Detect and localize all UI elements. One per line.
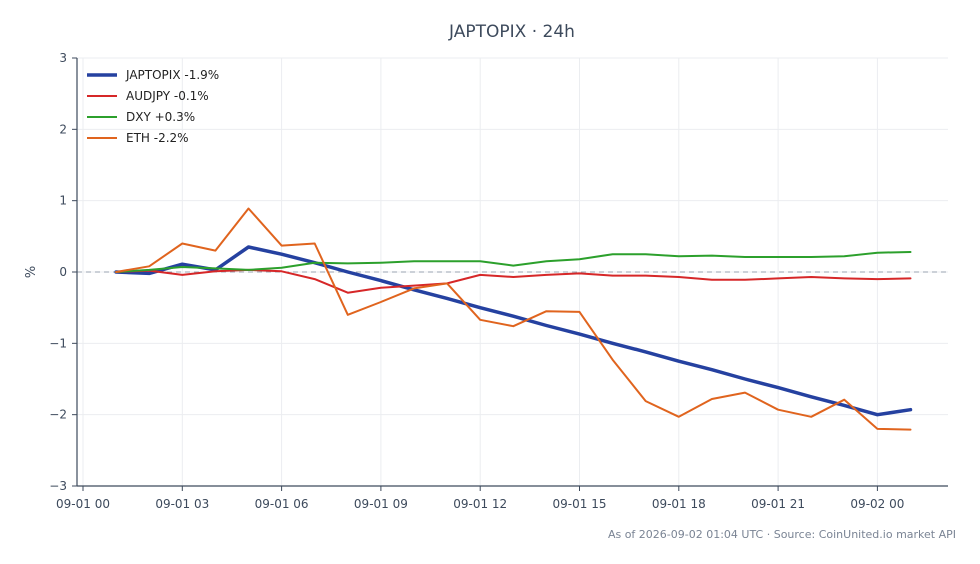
- y-tick-label: 3: [59, 51, 67, 65]
- y-ticks: 3 2 1 0 −1 −2 −3: [49, 51, 77, 493]
- y-tick-label: −2: [49, 408, 67, 422]
- x-tick-label: 09-01 03: [155, 497, 209, 511]
- y-axis-label: %: [24, 266, 39, 278]
- legend: JAPTOPIX -1.9% AUDJPY -0.1% DXY +0.3% ETH -…: [87, 68, 219, 145]
- legend-label: ETH -2.2%: [126, 131, 189, 145]
- grid: [77, 57, 948, 487]
- x-tick-label: 09-01 09: [354, 497, 408, 511]
- legend-label: AUDJPY -0.1%: [126, 89, 209, 103]
- footer-note: As of 2026-09-02 01:04 UTC · Source: Coi…: [608, 528, 956, 541]
- y-tick-label: 1: [59, 194, 67, 208]
- chart-title: JAPTOPIX · 24h: [448, 22, 575, 42]
- y-tick-label: 0: [59, 265, 67, 279]
- legend-label: JAPTOPIX -1.9%: [125, 68, 219, 82]
- legend-label: DXY +0.3%: [126, 110, 195, 124]
- x-tick-label: 09-01 21: [751, 497, 805, 511]
- y-tick-label: −1: [49, 336, 67, 350]
- series-line-3: [115, 207, 912, 431]
- x-tick-label: 09-01 12: [453, 497, 507, 511]
- y-tick-label: −3: [49, 479, 67, 493]
- series-line-1: [115, 268, 912, 294]
- x-tick-label: 09-01 15: [553, 497, 607, 511]
- x-ticks: 09-01 00 09-01 03 09-01 06 09-01 09 09-01 12…: [56, 486, 904, 511]
- y-tick-label: 2: [59, 122, 67, 136]
- series-line-2: [115, 251, 912, 273]
- x-tick-label: 09-01 18: [652, 497, 706, 511]
- series-line-0: [114, 245, 913, 417]
- x-tick-label: 09-02 00: [850, 497, 904, 511]
- x-tick-label: 09-01 00: [56, 497, 110, 511]
- x-tick-label: 09-01 06: [255, 497, 309, 511]
- series-lines: [114, 207, 913, 431]
